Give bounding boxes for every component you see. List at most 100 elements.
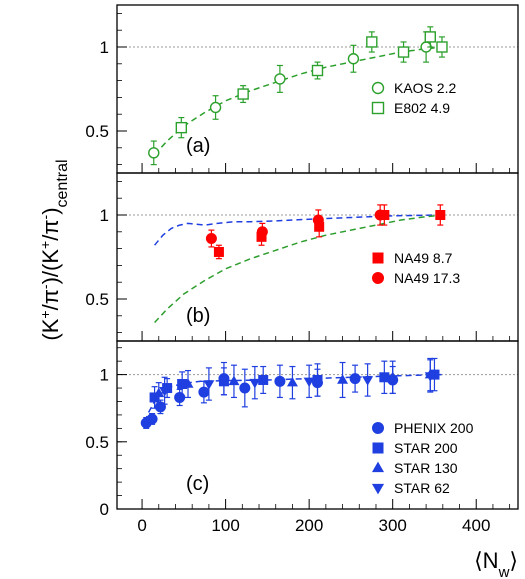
- data-point: [249, 378, 261, 389]
- panels: 0.5 1 KAOS 2.2 E802 4.9 (a) 0.5 1 NA49 8.7 NA49 …: [85, 4, 519, 535]
- x-tick-label: 300: [379, 516, 407, 535]
- x-tick-label: 200: [295, 516, 323, 535]
- model-curve-0: [154, 214, 443, 246]
- legend-marker: [371, 461, 385, 473]
- series-star-62: [159, 359, 436, 405]
- y-tick-label: 1: [100, 366, 109, 385]
- panel-frame: [116, 172, 519, 342]
- data-point: [311, 64, 324, 77]
- data-point: [435, 210, 446, 220]
- legend-marker: [372, 422, 384, 434]
- legend-label: PHENIX 200: [394, 420, 474, 436]
- series-phenix-200: [140, 361, 399, 429]
- panel-label: (b): [186, 305, 210, 327]
- data-point: [148, 147, 160, 159]
- data-point: [397, 46, 410, 58]
- legend-label: STAR 130: [394, 460, 458, 476]
- x-tick-label: 0: [137, 516, 146, 535]
- legend-marker: [371, 81, 385, 95]
- data-point: [362, 376, 374, 386]
- panel-a: 0.5 1 KAOS 2.2 E802 4.9 (a): [85, 4, 519, 174]
- series-e802-4-9: [175, 26, 448, 139]
- data-point: [198, 386, 210, 398]
- data-point: [218, 376, 229, 387]
- data-point: [239, 382, 251, 394]
- data-point: [175, 121, 188, 134]
- data-point: [347, 53, 360, 65]
- data-point: [436, 41, 448, 53]
- data-point: [146, 413, 158, 425]
- data-point: [286, 376, 298, 387]
- data-point: [374, 209, 386, 221]
- series-kaos-2-2: [148, 31, 432, 166]
- legend-marker: [371, 101, 385, 115]
- y-tick-label: 1: [100, 206, 109, 225]
- data-point: [182, 378, 194, 388]
- legend-entry: NA49 17.3: [372, 270, 460, 286]
- series-na49-17-3: [205, 204, 386, 248]
- data-point: [177, 379, 188, 390]
- y-tick-label: 0: [100, 500, 109, 519]
- panel-frame: [116, 4, 519, 174]
- data-point: [274, 73, 286, 85]
- legend-marker: [372, 272, 384, 284]
- y-tick-label: 1: [100, 38, 109, 57]
- legend-entry: NA49 8.7: [372, 250, 453, 266]
- x-tick-label: 100: [211, 516, 239, 535]
- series-star-130: [153, 357, 436, 405]
- data-point: [366, 36, 378, 48]
- data-point: [209, 101, 222, 114]
- panel-label: (c): [186, 473, 209, 495]
- data-point: [314, 221, 325, 232]
- data-point: [303, 377, 315, 388]
- legend-entry: KAOS 2.2: [371, 80, 456, 96]
- legend-label: STAR 62: [394, 480, 450, 496]
- y-tick-label: 0.5: [85, 122, 109, 141]
- data-point: [424, 31, 436, 43]
- legend-label: NA49 17.3: [394, 270, 460, 286]
- y-axis-title: (K+/π-)/(K+/π-)central: [37, 159, 71, 340]
- data-point: [159, 386, 171, 397]
- legend-entry: PHENIX 200: [372, 420, 474, 436]
- data-point: [312, 374, 323, 385]
- legend-entry: E802 4.9: [371, 100, 450, 116]
- legend-label: KAOS 2.2: [394, 80, 456, 96]
- model-curve-1: [154, 214, 443, 324]
- data-point: [149, 392, 160, 403]
- series-star-200: [149, 357, 440, 409]
- x-tick-labels: 0 100 200 300 400: [137, 516, 490, 535]
- data-point: [429, 369, 440, 380]
- y-tick-label: 0.5: [85, 433, 109, 452]
- data-point: [349, 373, 361, 385]
- panel-b: 0.5 1 NA49 8.7 NA49 17.3 (b): [85, 172, 519, 342]
- legend-marker: [372, 252, 384, 264]
- y-tick-label: 0.5: [85, 290, 109, 309]
- legend-entry: STAR 130: [371, 460, 458, 476]
- data-point: [379, 372, 390, 383]
- panel-c: 0 0.5 1 PHENIX 200 STAR 200 STAR 130 STAR 62 (c…: [85, 340, 519, 519]
- data-point: [337, 374, 349, 384]
- x-axis-title: ⟨Nw⟩: [474, 548, 518, 579]
- legend-label: E802 4.9: [394, 100, 450, 116]
- data-point: [256, 226, 268, 238]
- data-point: [205, 233, 217, 245]
- legend-marker: [371, 483, 385, 495]
- model-curve-0: [154, 46, 443, 156]
- data-point: [237, 88, 249, 100]
- data-point: [258, 374, 269, 385]
- legend-label: NA49 8.7: [394, 250, 453, 266]
- x-tick-label: 400: [462, 516, 490, 535]
- data-point: [154, 401, 166, 413]
- data-point: [174, 391, 186, 403]
- panel-label: (a): [186, 135, 210, 157]
- legend-entry: STAR 62: [371, 480, 450, 496]
- panel-frame: [116, 340, 519, 510]
- data-point: [153, 387, 165, 398]
- legend-label: STAR 200: [394, 440, 458, 456]
- data-point: [424, 372, 436, 382]
- legend-entry: STAR 200: [372, 440, 458, 456]
- data-point: [213, 246, 224, 257]
- data-point: [387, 371, 399, 382]
- data-point: [203, 380, 215, 390]
